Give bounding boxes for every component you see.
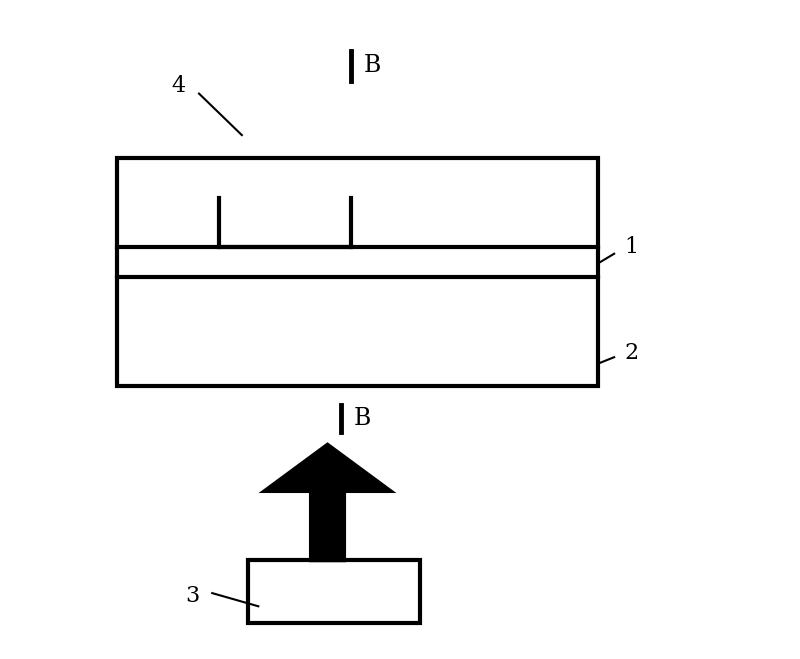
Text: 3: 3 — [185, 585, 199, 608]
Text: B: B — [354, 407, 371, 430]
Text: B: B — [364, 55, 381, 77]
Polygon shape — [265, 445, 390, 560]
Bar — [117, 158, 598, 386]
Text: 4: 4 — [172, 74, 186, 97]
Text: 2: 2 — [624, 341, 638, 364]
Bar — [249, 560, 420, 623]
Text: 1: 1 — [624, 236, 638, 258]
